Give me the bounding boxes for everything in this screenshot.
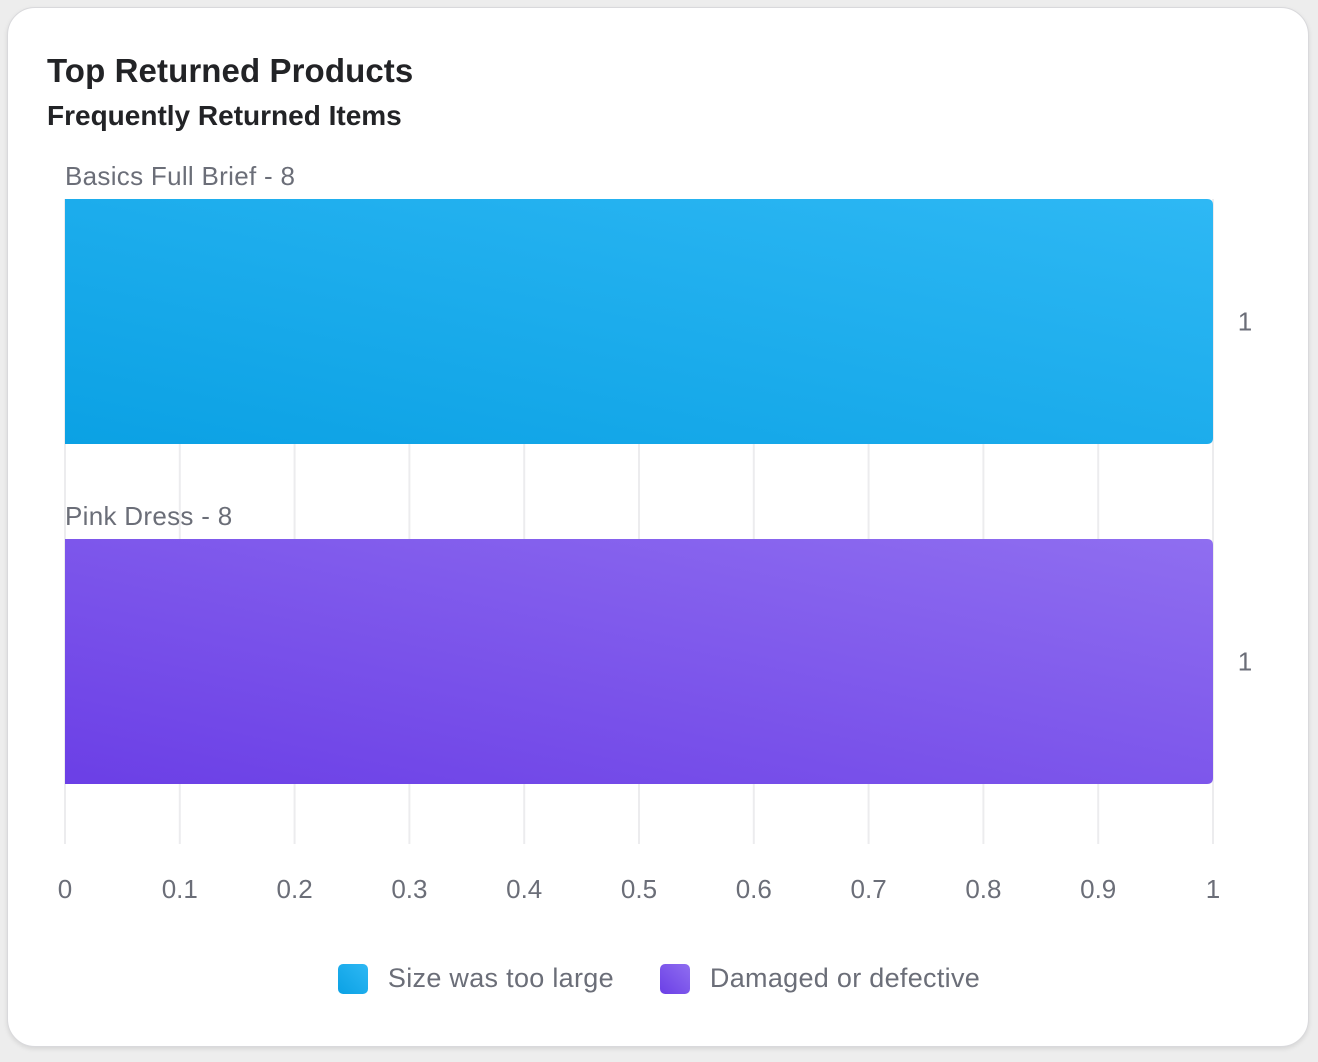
x-tick-label: 0.7: [851, 874, 887, 904]
chart-card: Top Returned Products Frequently Returne…: [7, 7, 1309, 1047]
x-tick-label: 0.4: [506, 874, 542, 904]
bar-series: Basics Full Brief - 8 1 Pink Dress - 8 1: [65, 161, 1252, 784]
x-tick-label: 0.3: [391, 874, 427, 904]
x-tick-label: 1: [1206, 874, 1220, 904]
legend-item-damaged[interactable]: Damaged or defective: [659, 963, 981, 994]
legend-swatch-damaged: [659, 963, 690, 994]
bar-value-label: 1: [1238, 647, 1252, 677]
legend-label-damaged: Damaged or defective: [709, 963, 981, 993]
legend-label-size-too-large: Size was too large: [387, 963, 614, 993]
x-tick-label: 0.6: [736, 874, 772, 904]
chart-subtitle: Frequently Returned Items: [47, 100, 402, 131]
x-tick-label: 0: [58, 874, 72, 904]
x-tick-label: 0.8: [965, 874, 1001, 904]
bar-value-label: 1: [1238, 307, 1252, 337]
x-tick-label: 0.1: [162, 874, 198, 904]
bar[interactable]: [65, 199, 1213, 444]
x-tick-label: 0.2: [277, 874, 313, 904]
legend-item-size-too-large[interactable]: Size was too large: [337, 963, 614, 994]
bar[interactable]: [65, 539, 1213, 784]
legend: Size was too large Damaged or defective: [8, 963, 1308, 994]
x-axis-ticks: 0 0.1 0.2 0.3 0.4 0.5 0.6 0.7 0.8 0.9 1: [58, 874, 1220, 904]
legend-swatch-size-too-large: [337, 963, 368, 994]
category-label: Pink Dress - 8: [65, 501, 232, 531]
x-tick-label: 0.5: [621, 874, 657, 904]
chart-title: Top Returned Products: [47, 52, 414, 89]
x-tick-label: 0.9: [1080, 874, 1116, 904]
category-label: Basics Full Brief - 8: [65, 161, 295, 191]
